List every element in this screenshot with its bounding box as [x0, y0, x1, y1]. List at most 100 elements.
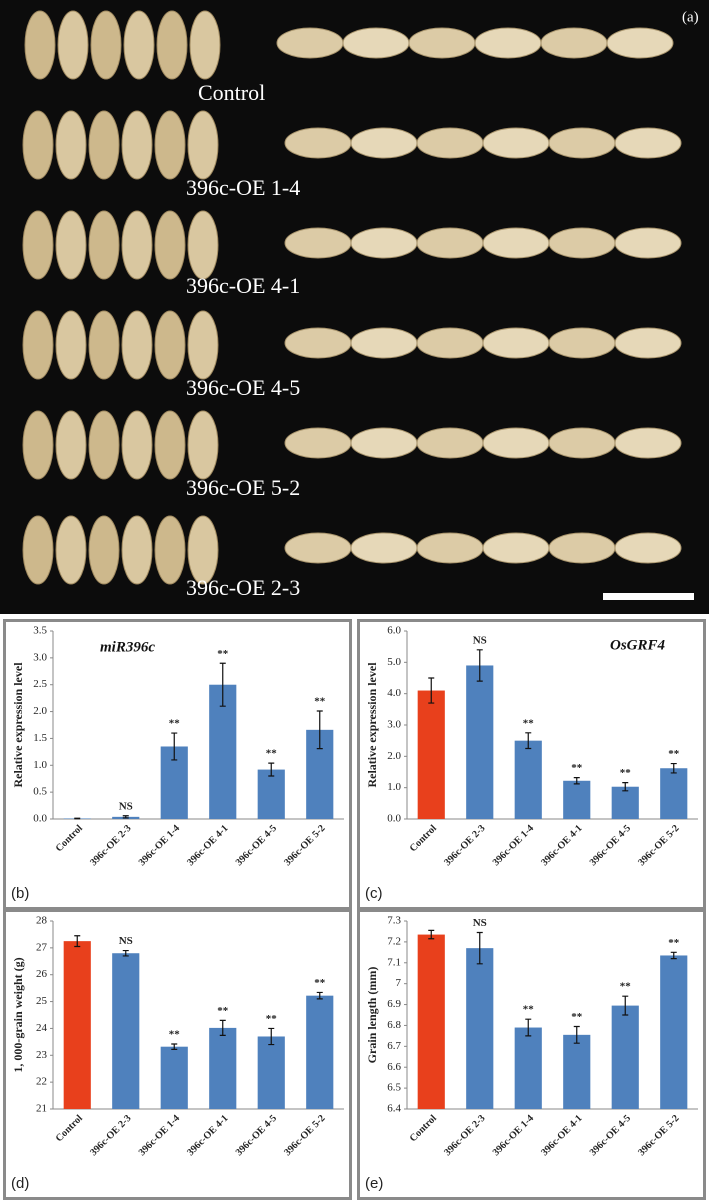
grain — [187, 110, 219, 180]
grain — [408, 27, 476, 59]
y-tick-label: 0.0 — [387, 813, 401, 825]
grain — [22, 410, 54, 480]
grain — [548, 127, 616, 159]
y-tick-label: 1.0 — [387, 781, 401, 793]
error-bar — [525, 732, 532, 750]
grain — [187, 515, 219, 585]
grain — [416, 532, 484, 564]
y-axis-label: Relative expression level — [365, 662, 379, 788]
bar — [63, 941, 91, 1109]
error-bar — [670, 762, 677, 774]
bar — [563, 1034, 591, 1109]
bar — [514, 740, 542, 819]
grain — [416, 427, 484, 459]
bar — [257, 1036, 285, 1109]
photo-label: 396c-OE 4-5 — [186, 375, 300, 400]
grain — [121, 310, 153, 380]
grain — [90, 10, 122, 80]
y-tick-label: 6.5 — [387, 1082, 401, 1094]
grain — [482, 327, 550, 359]
error-bar — [316, 710, 323, 750]
grain — [350, 227, 418, 259]
chart-title: OsGRF4 — [610, 637, 666, 653]
grain — [55, 110, 87, 180]
grain — [24, 10, 56, 80]
grain — [55, 515, 87, 585]
grain — [482, 227, 550, 259]
significance: ** — [620, 767, 632, 779]
significance: ** — [620, 981, 632, 993]
grain — [284, 327, 352, 359]
bar — [466, 948, 494, 1109]
error-bar — [268, 762, 275, 777]
grain — [416, 227, 484, 259]
significance: NS — [473, 917, 487, 929]
significance: ** — [266, 1013, 278, 1025]
grain — [189, 10, 221, 80]
bar — [660, 768, 688, 819]
grain — [548, 327, 616, 359]
y-tick-label: 7.1 — [387, 956, 401, 968]
photo-label: 396c-OE 1-4 — [186, 175, 300, 200]
y-tick-label: 3.0 — [387, 719, 401, 731]
grain — [121, 210, 153, 280]
y-tick-label: 28 — [36, 915, 48, 927]
grain — [482, 427, 550, 459]
grain — [55, 410, 87, 480]
y-tick-label: 4.0 — [387, 687, 401, 699]
grain — [22, 110, 54, 180]
y-tick-label: 23 — [36, 1049, 48, 1061]
grain — [154, 210, 186, 280]
grain — [482, 127, 550, 159]
grain — [121, 515, 153, 585]
bar — [514, 1027, 542, 1109]
grain — [88, 110, 120, 180]
significance: NS — [119, 935, 133, 947]
bar — [466, 665, 494, 819]
grain — [154, 110, 186, 180]
grain — [284, 427, 352, 459]
y-tick-label: 6.6 — [387, 1061, 401, 1073]
grain — [121, 110, 153, 180]
grains — [22, 10, 682, 585]
significance: ** — [668, 937, 680, 949]
error-bar — [428, 929, 435, 940]
grain — [55, 310, 87, 380]
error-bar — [268, 1027, 275, 1046]
error-bar — [74, 817, 81, 820]
grain — [154, 515, 186, 585]
grain — [88, 410, 120, 480]
bar — [611, 1005, 639, 1109]
bar — [209, 684, 237, 819]
bar — [563, 780, 591, 819]
grain — [416, 127, 484, 159]
y-tick-label: 3.0 — [33, 651, 47, 663]
error-bar — [573, 777, 580, 785]
y-tick-label: 1.5 — [33, 732, 47, 744]
grain — [614, 127, 682, 159]
y-tick-label: 7.2 — [387, 935, 401, 947]
error-bar — [476, 649, 483, 682]
significance: ** — [571, 762, 583, 774]
photo-label: Control — [198, 80, 265, 105]
grain — [350, 427, 418, 459]
grain — [614, 532, 682, 564]
grain — [548, 532, 616, 564]
grain — [55, 210, 87, 280]
bar — [660, 955, 688, 1109]
significance: ** — [266, 748, 278, 760]
grain — [154, 410, 186, 480]
grain — [548, 227, 616, 259]
grain — [187, 410, 219, 480]
y-axis-label: 1, 000-grain weight (g) — [11, 957, 25, 1072]
grain — [614, 427, 682, 459]
grain — [276, 27, 344, 59]
y-tick-label: 2.0 — [33, 705, 47, 717]
grain — [88, 310, 120, 380]
grain — [342, 27, 410, 59]
grain — [548, 427, 616, 459]
y-tick-label: 7 — [396, 977, 402, 989]
grain — [57, 10, 89, 80]
grain — [156, 10, 188, 80]
grain — [606, 27, 674, 59]
